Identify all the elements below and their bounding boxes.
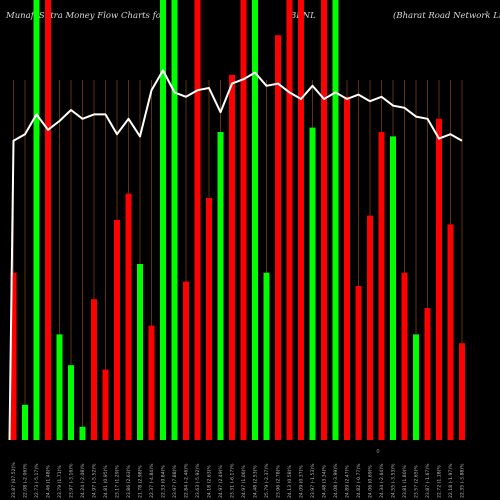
x-tick-label-23: 25.79 (-2.37)% [264,463,270,498]
bar-15 [171,0,178,440]
bar-2 [22,404,28,440]
x-tick-label-32: 24.06 (0.69)% [368,465,374,498]
x-tick-label-27: 23.97 (-1.53)% [310,463,316,498]
x-tick-label-38: 22.72 (1.18)% [437,465,443,498]
x-tick-label-13: 22.37 (-4.84)% [149,463,155,498]
x-tick-label-17: 23.63 (-5.92)% [195,463,201,498]
bar-36 [413,334,419,440]
x-tick-label-16: 22.84 (-2.46)% [184,463,190,498]
money-flow-line-path [8,69,463,441]
bar-9 [102,369,109,440]
x-tick-label-7: 24.24 (-2.08)% [80,463,86,498]
x-tick-label-8: 24.97 (-5.52)% [92,463,98,498]
bar-27 [309,127,316,440]
bar-30 [344,96,350,441]
bar-3 [33,0,40,440]
x-tick-label-20: 23.31 (-6.17)% [230,463,236,498]
x-tick-label-14: 22.33 (0.84)% [161,465,167,498]
bar-29 [332,0,339,440]
chart-company: (Bharat Road Network Ltd) Mi [393,11,500,21]
bar-38 [436,118,442,441]
bar-4 [45,0,51,440]
bar-7 [79,426,86,440]
bar-24 [275,35,281,440]
bar-21 [240,0,247,440]
bar-12 [137,264,143,440]
bar-28 [321,0,327,440]
x-tick-label-5: 23.79 (1.71)% [57,465,63,498]
x-tick-label-11: 23.86 (2.63)% [126,465,132,498]
bar-31 [355,286,362,440]
x-tick-label-18: 24.18 (2.63)% [207,465,213,498]
x-tick-label-21: 24.97 (1.06)% [241,465,247,498]
x-tick-label-33: 24.34 (-2.64)% [379,463,385,498]
bar-33 [378,132,385,440]
bar-16 [183,281,189,440]
bar-17 [194,0,201,440]
chart-title: MunafaSutra Money Flow Charts for [6,11,165,21]
x-tick-label-6: 23.97 (-3.16)% [69,463,75,498]
bar-18 [206,198,212,440]
x-tick-label-3: 22.73 (-5.17)% [34,463,40,498]
center-mark: 0 [376,449,379,455]
money-flow-line [8,69,463,441]
x-tick-label-30: 24.89 (2.47)% [345,465,351,498]
x-tick-label-24: 23.96 (2.78)% [276,465,282,498]
bar-1 [10,272,17,440]
bar-39 [447,224,454,440]
bar-19 [217,132,224,440]
x-tick-label-39: 22.18 (-1.97)% [448,463,454,498]
bar-32 [367,215,373,440]
x-tick-label-1: 23.87 (07.52)% [11,462,17,498]
x-tick-label-12: 21.78 (2.98)% [138,465,144,498]
x-tick-label-34: 24.55 (-3.53)% [391,463,397,498]
bar-6 [68,365,74,440]
x-tick-label-28: 24.48 (3.34)% [322,465,328,498]
x-tick-label-4: 24.46 (1.48)% [46,465,52,498]
bar-22 [252,0,258,440]
x-tick-label-26: 24.09 (0.37)% [299,465,305,498]
x-tick-label-2: 22.08 (-2.06)% [23,463,29,498]
bar-5 [56,334,63,440]
x-tick-label-19: 24.97 (2.49)% [218,465,224,498]
bar-10 [114,220,120,440]
x-tick-labels: 23.87 (07.52)% 22.08 (-2.06)% 22.73 (-5.17… [11,462,466,498]
bar-20 [229,74,235,441]
bar-35 [401,272,408,440]
bar-37 [424,308,431,440]
x-tick-label-25: 24.13 (0.58)% [287,465,293,498]
bar-13 [148,325,155,440]
bar-8 [91,299,97,440]
bar-23 [263,272,270,440]
x-tick-label-35: 23.81 (1.80)% [402,465,408,498]
x-tick-label-31: 24.82 (-0.77)% [356,463,362,498]
x-tick-label-15: 23.97 (7.88)% [172,465,178,498]
bar-25 [286,0,293,440]
bars [10,0,465,441]
x-tick-label-10: 23.17 (1.29)% [115,465,121,498]
x-tick-label-29: 24.08 (-3.99)% [333,463,339,498]
x-tick-label-22: 24.48 (2.53)% [253,465,259,498]
x-tick-label-40: 22.35 (-3.88)% [460,463,466,498]
x-tick-label-36: 23.57 (2.65)% [414,465,420,498]
bar-11 [125,193,132,440]
bar-14 [160,0,166,440]
bar-26 [298,0,304,440]
bar-40 [459,343,465,440]
x-tick-label-9: 24.81 (0.95)% [103,465,109,498]
bar-34 [390,136,396,440]
x-tick-label-37: 23.87 (-1.67)% [425,463,431,498]
